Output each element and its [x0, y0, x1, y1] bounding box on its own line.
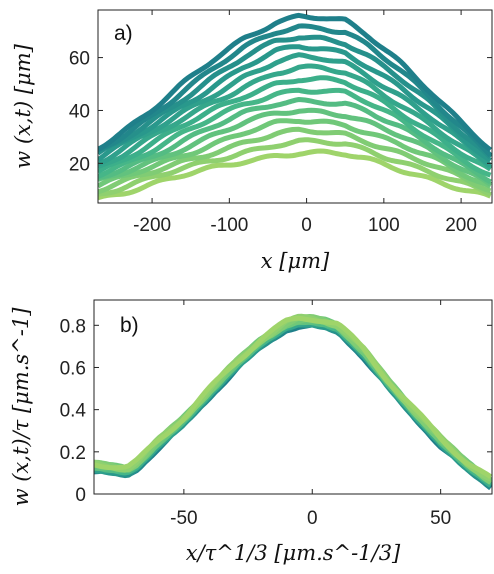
- panel-a-axes-frame: [97, 9, 493, 204]
- panel-a-x-tick-label: -200: [133, 215, 171, 236]
- panel-a-x-axis-label: x [μm]: [261, 249, 330, 273]
- panel-b-axes-frame: [93, 299, 493, 495]
- panel-a-y-tick-label: 20: [69, 154, 90, 175]
- panel-a-series-line: [98, 97, 492, 185]
- panel-b-series-line: [94, 315, 492, 485]
- panel-b-series-line: [94, 319, 492, 491]
- panel-a-series-line: [98, 63, 492, 170]
- panel-b-series-line: [94, 318, 492, 488]
- panel-a-x-tick-label: 200: [445, 215, 477, 236]
- panel-a-ticks: -200 -100 0 100 200 20 40 60: [69, 10, 492, 236]
- panel-a-series-line: [98, 137, 492, 197]
- panel-b-y-tick-label: 0.6: [60, 358, 86, 379]
- panel-b-series-line: [94, 318, 492, 487]
- panel-a-x-tick-label: 0: [301, 215, 312, 236]
- panel-a-x-tick-label: 100: [368, 215, 400, 236]
- panel-a-series-line: [98, 12, 492, 152]
- panel-a-series-line: [98, 118, 492, 189]
- panel-a-y-axis-label: w (x,t) [μm]: [11, 43, 35, 168]
- panel-b-ticks: -50 0 50 0 0.2 0.4 0.6 0.8: [60, 300, 492, 529]
- panel-a-series-line: [98, 44, 492, 163]
- panel-b-label: b): [120, 314, 139, 337]
- panel-a-x-tick-label: -100: [210, 215, 248, 236]
- panel-a-series-line: [98, 87, 492, 179]
- panel-b-curves: [94, 313, 492, 491]
- panel-a-series-line: [98, 34, 492, 160]
- panel-a-y-tick-label: 60: [69, 49, 90, 70]
- panel-a-label: a): [114, 22, 133, 45]
- panel-a-series-line: [98, 107, 492, 187]
- panel-a-series-line: [98, 148, 492, 201]
- panel-a-y-tick-label: 40: [69, 101, 90, 122]
- panel-a-series-line: [98, 75, 492, 174]
- panel-a-series-line: [98, 23, 492, 158]
- panel-b: -50 0 50 0 0.2 0.4 0.6 0.8 b) x/τ^1/3 [μm.s^-1/…: [9, 299, 493, 565]
- panel-b-y-tick-label: 0.8: [60, 316, 86, 337]
- panel-b-x-tick-label: -50: [170, 508, 197, 529]
- panel-b-series-line: [94, 319, 492, 485]
- panel-b-series-line: [94, 316, 492, 488]
- panel-b-series-line: [94, 321, 492, 489]
- panel-b-x-tick-label: 0: [307, 508, 318, 529]
- panel-b-y-axis-label: w (x,t)/τ [μm.s^-1]: [9, 307, 33, 507]
- panel-b-series-line: [94, 322, 492, 485]
- panel-b-y-tick-label: 0: [75, 485, 86, 506]
- panel-b-series-line: [94, 315, 492, 479]
- panel-a-curves: [98, 12, 492, 201]
- panel-b-y-tick-label: 0.2: [60, 443, 86, 464]
- panel-a: -200 -100 0 100 200 20 40 60 a) x [μm] w (x,t) …: [11, 9, 493, 273]
- panel-a-series-line: [98, 126, 492, 195]
- panel-b-x-tick-label: 50: [430, 508, 451, 529]
- panel-a-series-line: [98, 52, 492, 168]
- panel-b-series-line: [94, 316, 492, 485]
- panel-b-x-axis-label: x/τ^1/3 [μm.s^-1/3]: [186, 541, 401, 565]
- panel-b-y-tick-label: 0.4: [60, 401, 87, 422]
